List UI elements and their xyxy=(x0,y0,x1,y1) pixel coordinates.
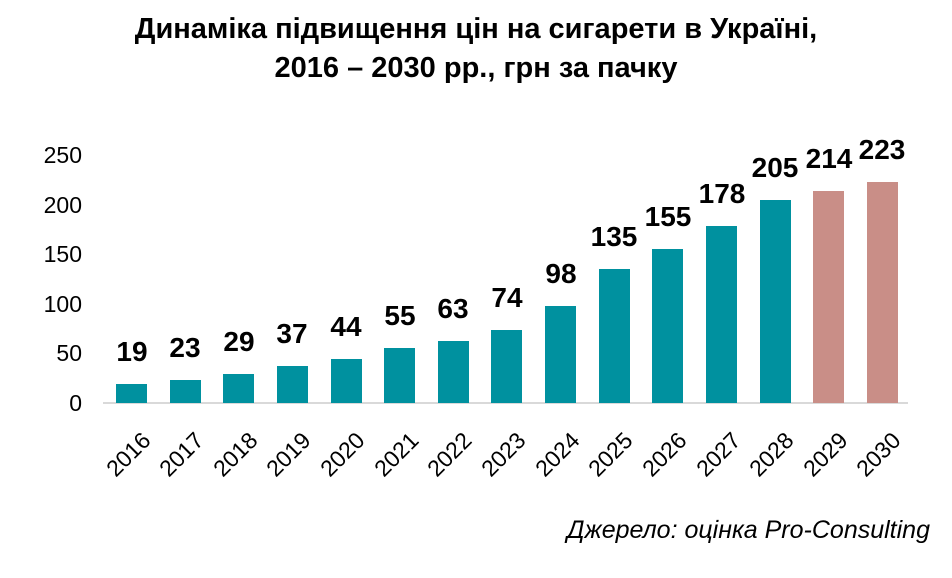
x-axis-year-label: 2018 xyxy=(207,427,263,482)
bar xyxy=(706,226,737,403)
bar-value-label: 98 xyxy=(545,258,577,289)
x-axis-year-label: 2020 xyxy=(314,427,370,482)
bar xyxy=(867,182,898,403)
bar-value-label: 135 xyxy=(590,221,638,252)
bar-value-label: 55 xyxy=(384,300,416,331)
x-axis-year-label: 2029 xyxy=(797,427,853,482)
bar xyxy=(760,200,791,403)
x-axis-year-label: 2019 xyxy=(260,427,316,482)
bar xyxy=(277,366,308,403)
bar xyxy=(545,306,576,403)
y-axis-tick-label: 50 xyxy=(56,340,82,367)
bar-value-label: 214 xyxy=(805,143,853,174)
bar-value-label: 44 xyxy=(330,311,362,342)
y-axis-tick-label: 100 xyxy=(43,290,82,317)
chart-title-line1: Динаміка підвищення цін на сигарети в Ук… xyxy=(134,13,818,45)
bar-value-label: 205 xyxy=(751,152,799,183)
source-note: Джерело: оцінка Pro-Consulting xyxy=(566,516,930,544)
x-axis-year-label: 2016 xyxy=(100,427,156,482)
x-axis-year-label: 2026 xyxy=(636,427,692,482)
x-axis-year-label: 2027 xyxy=(690,427,746,482)
bar xyxy=(223,374,254,403)
bar-value-label: 63 xyxy=(437,293,469,324)
bar xyxy=(116,384,147,403)
bar-value-label: 23 xyxy=(169,332,201,363)
chart-title: Динаміка підвищення цін на сигарети в Ук… xyxy=(0,10,952,88)
bar-value-label: 223 xyxy=(858,134,906,165)
y-axis-tick-label: 200 xyxy=(43,191,82,218)
bar-value-label: 29 xyxy=(223,326,255,357)
x-axis-year-label: 2025 xyxy=(582,427,638,482)
x-axis-year-label: 2023 xyxy=(475,427,531,482)
x-axis-line xyxy=(103,402,908,404)
bar xyxy=(491,330,522,403)
bar xyxy=(438,341,469,403)
y-axis-tick-label: 0 xyxy=(69,390,82,416)
bar-value-label: 74 xyxy=(491,282,523,313)
x-axis-year-label: 2017 xyxy=(153,427,209,482)
bar xyxy=(652,249,683,403)
bar xyxy=(384,348,415,403)
chart-title-line2: 2016 – 2030 рр., грн за пачку xyxy=(274,52,678,84)
bar-value-label: 155 xyxy=(644,201,692,232)
bar xyxy=(813,191,844,403)
y-axis-tick-label: 250 xyxy=(43,142,82,168)
bar-value-label: 37 xyxy=(276,318,308,349)
bar xyxy=(331,359,362,403)
bar-value-label: 19 xyxy=(116,336,148,367)
y-axis-tick-label: 150 xyxy=(43,241,82,268)
x-axis-year-label: 2022 xyxy=(421,427,477,482)
x-axis-year-label: 2021 xyxy=(368,427,424,482)
x-axis-year-label: 2030 xyxy=(850,427,906,482)
x-axis-year-label: 2024 xyxy=(529,427,585,482)
bar xyxy=(170,380,201,403)
bar-value-label: 178 xyxy=(698,178,746,209)
x-axis-year-label: 2028 xyxy=(743,427,799,482)
bar xyxy=(599,269,630,403)
